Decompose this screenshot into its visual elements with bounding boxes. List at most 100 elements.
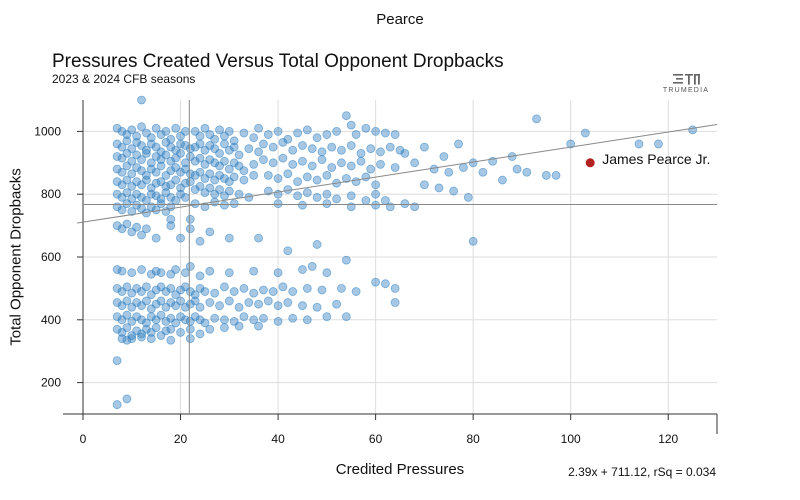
data-point [132,163,142,172]
data-point [580,128,590,138]
data-point [156,310,166,320]
data-point [195,167,205,177]
data-point [312,175,322,185]
data-point [254,147,263,157]
data-point [346,202,356,212]
data-point [283,246,293,256]
data-point [288,287,298,296]
data-points [112,95,698,409]
data-point [161,316,171,326]
data-point [220,174,229,183]
data-point [146,269,156,279]
data-point [327,142,337,152]
data-point [390,283,400,293]
data-point [376,159,385,169]
data-point [151,178,161,188]
data-point [166,166,176,176]
data-point [205,141,215,150]
data-point [137,265,146,274]
data-point [307,262,317,271]
data-point [278,137,288,147]
data-point [395,145,405,155]
data-point [254,233,263,243]
y-tick-label: 1000 [34,124,61,138]
data-point [205,169,215,179]
data-point [263,170,273,180]
data-point [239,166,249,176]
data-point [122,148,132,158]
data-point [229,172,239,182]
data-point [176,139,185,149]
data-point [127,334,137,344]
data-point [234,150,244,160]
data-point [112,400,122,409]
data-point [141,296,151,306]
data-point [541,170,551,180]
data-point [371,277,381,287]
data-point [127,207,137,216]
data-point [371,126,381,136]
data-point [273,301,283,311]
data-point [141,170,151,180]
data-point [171,318,181,328]
data-point [263,296,273,306]
data-point [156,130,166,139]
data-point [132,189,142,199]
data-point [151,323,161,333]
data-point [419,142,429,152]
data-point [259,285,268,295]
data-point [259,313,268,323]
data-point [390,298,400,307]
data-point [112,265,122,274]
data-point [224,186,234,196]
data-point [146,158,156,168]
data-point [478,167,488,177]
data-point [171,123,181,133]
data-point [322,199,332,209]
data-point [341,174,351,183]
data-point [117,142,127,152]
data-point [176,327,185,337]
x-tick-label: 0 [80,432,87,446]
data-point [112,189,122,199]
chart-title: Pressures Created Versus Total Opponent … [52,51,504,72]
data-point [185,324,195,334]
data-point [122,310,132,320]
data-point [498,175,507,185]
data-point [371,200,381,210]
data-point [137,95,146,105]
data-point [346,161,356,171]
data-point [127,268,137,278]
data-point [166,202,176,212]
data-point [161,126,171,136]
data-point [220,156,229,166]
data-point [146,164,156,174]
x-tick-label: 20 [174,432,188,446]
data-point [205,266,215,276]
page-title: Pearce [376,11,424,28]
data-point [341,255,351,265]
data-point [190,156,200,166]
data-point [210,158,220,168]
y-axis-label: Total Opponent Dropbacks [7,168,25,346]
data-point [390,163,400,172]
data-point [137,230,146,240]
data-point [190,312,200,322]
data-point [220,200,229,210]
data-point [566,139,576,149]
x-tick-label: 100 [561,432,581,446]
data-point [127,125,137,135]
data-point [322,170,332,180]
data-point [351,177,361,187]
data-point [151,191,161,201]
data-point [151,152,161,161]
data-point [210,288,220,298]
data-point [224,126,234,136]
data-point [444,167,454,177]
data-point [181,126,190,136]
data-point [112,177,122,187]
data-point [351,287,361,296]
data-point [122,188,132,198]
data-point [141,224,151,234]
data-point [190,199,200,209]
